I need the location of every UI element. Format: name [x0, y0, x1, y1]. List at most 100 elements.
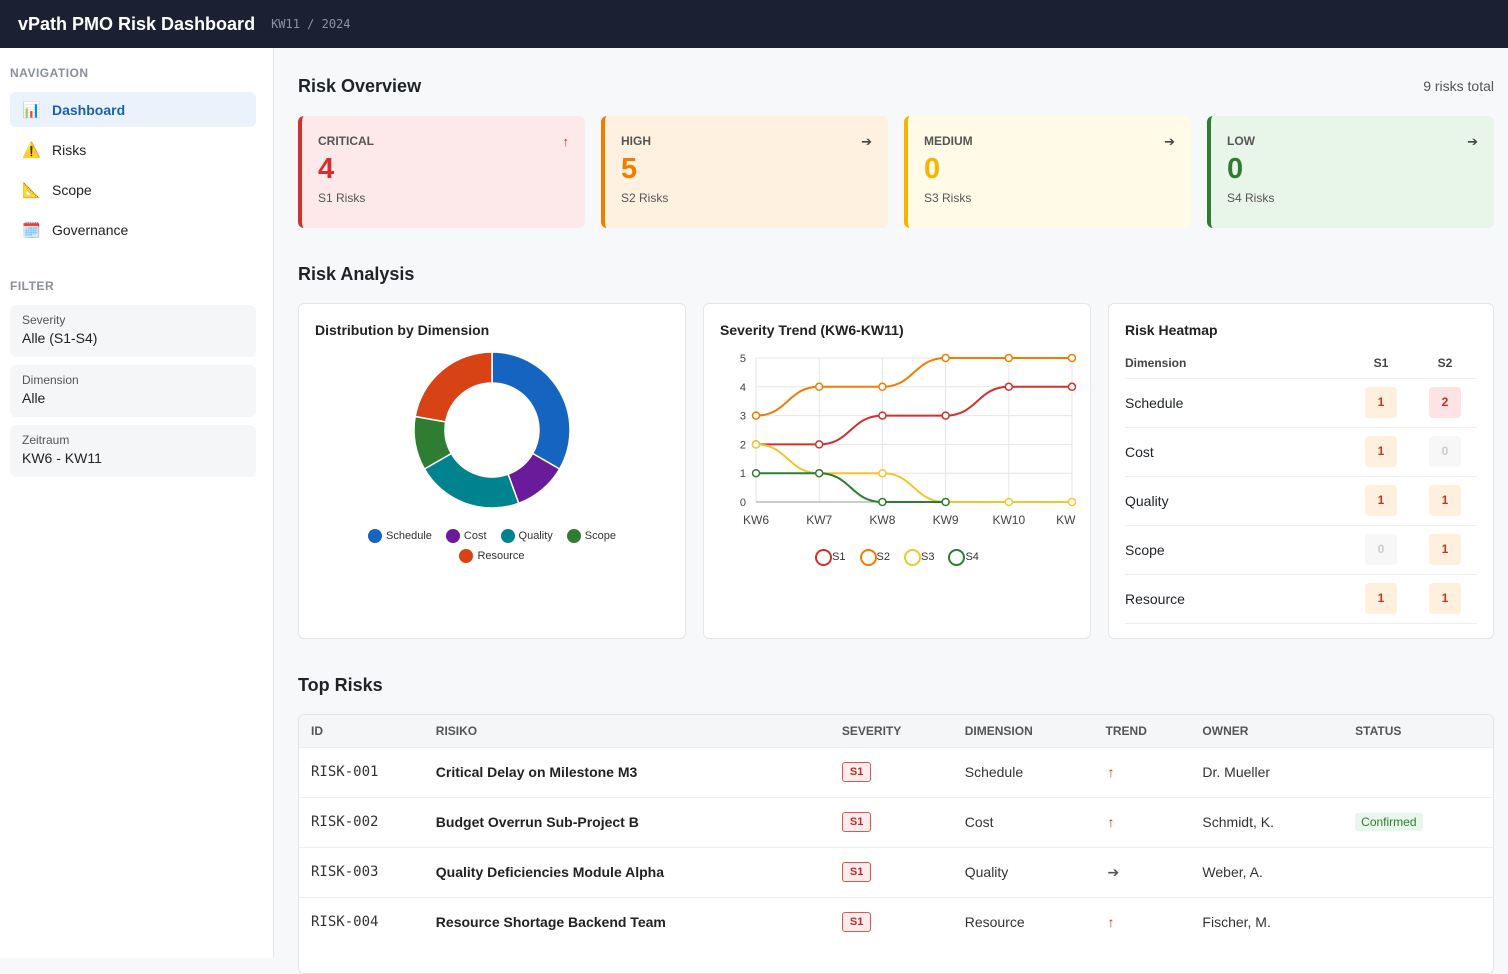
x-tick-label: KW9 [933, 513, 959, 527]
filter-severity[interactable]: Severity Alle (S1-S4) [10, 305, 256, 357]
legend-item-resource[interactable]: Resource [459, 549, 525, 563]
risk-name[interactable]: Critical Delay on Milestone M3 [423, 746, 830, 797]
x-tick-label: KW10 [992, 513, 1025, 527]
data-point-s4[interactable] [878, 497, 887, 507]
card-label: HIGH [621, 134, 651, 148]
column-header-id[interactable]: ID [299, 715, 424, 747]
filter-value: KW6 - KW11 [22, 450, 102, 466]
nav-item-label: Governance [52, 221, 129, 238]
heatmap-cell-s1[interactable]: 0 [1365, 534, 1397, 565]
data-point-s2[interactable] [1067, 353, 1077, 363]
severity-card-low[interactable]: LOW 0 S4 Risks ➔ [1207, 116, 1494, 228]
data-point-s2[interactable] [941, 353, 950, 363]
heatmap-cell-s1[interactable]: 1 [1365, 387, 1397, 418]
severity-card-critical[interactable]: CRITICAL 4 S1 Risks ↑ [298, 116, 585, 228]
filter-zeitraum[interactable]: Zeitraum KW6 - KW11 [10, 425, 256, 477]
data-point-s2[interactable] [878, 382, 887, 392]
status-badge: Confirmed [1355, 813, 1423, 831]
table-row[interactable]: RISK-002 Budget Overrun Sub-Project B S1 Co… [299, 796, 1493, 847]
nav-item-label: Scope [52, 181, 92, 198]
heatmap-cell-s2[interactable]: 0 [1429, 436, 1461, 467]
data-point-s3[interactable] [1004, 497, 1014, 507]
legend-item-cost[interactable]: Cost [445, 529, 487, 543]
heatmap-cell-s2[interactable]: 1 [1429, 534, 1461, 565]
risk-name[interactable]: Resource Shortage Backend Team [423, 896, 830, 947]
legend-item-scope[interactable]: Scope [566, 529, 616, 543]
trend-legend: S1 S2 S3 S4 [720, 549, 1074, 566]
heatmap-cell-s1[interactable]: 1 [1365, 485, 1397, 516]
severity-cards: CRITICAL 4 S1 Risks ↑ HIGH 5 S2 Risks ➔ MEDIUM 0 S… [298, 116, 1494, 228]
nav-item-dashboard[interactable]: 📊 Dashboard [10, 92, 256, 127]
data-point-s4[interactable] [941, 497, 950, 507]
donut-slice-resource[interactable] [414, 351, 493, 423]
data-point-s3[interactable] [878, 468, 887, 478]
data-point-s1[interactable] [1067, 382, 1077, 392]
status-cell [1343, 896, 1493, 947]
status-cell [1343, 746, 1493, 797]
risk-name[interactable]: Quality Deficiencies Module Alpha [423, 846, 830, 897]
column-header-dimension[interactable]: DIMENSION [952, 715, 1094, 747]
heatmap-row: Quality 1 1 [1125, 476, 1477, 526]
heatmap-cell-s2[interactable]: 1 [1429, 485, 1461, 516]
table-row[interactable]: RISK-004 Resource Shortage Backend Team S1… [299, 896, 1493, 947]
risk-id: RISK-001 [299, 746, 424, 797]
heatmap-header-s1: S1 [1349, 348, 1413, 379]
top-risks-table-wrapper: ID RISIKO SEVERITY DIMENSION TREND OWNER STATU… [298, 714, 1494, 974]
column-header-risiko[interactable]: RISIKO [423, 715, 830, 747]
data-point-s4[interactable] [751, 468, 761, 478]
trend-chart-title: Severity Trend (KW6-KW11) [720, 322, 904, 338]
sidebar: NAVIGATION 📊 Dashboard ⚠️ Risks 📐 Scope 🗓️ Gove… [0, 48, 274, 958]
filter-label: Severity [22, 313, 66, 327]
column-header-severity[interactable]: SEVERITY [829, 715, 953, 747]
heatmap-row: Scope 0 1 [1125, 525, 1477, 575]
nav-item-risks[interactable]: ⚠️ Risks [10, 132, 256, 167]
heatmap-cell-wrapper: 1 [1349, 574, 1413, 624]
y-tick-label: 5 [740, 353, 746, 365]
trend-arrow-icon: ➔ [1164, 134, 1175, 149]
heatmap-cell-s1[interactable]: 1 [1365, 436, 1397, 467]
donut-slice-schedule[interactable] [491, 351, 571, 471]
risk-id: RISK-003 [299, 846, 424, 897]
risk-owner: Fischer, M. [1190, 896, 1344, 947]
data-point-s1[interactable] [941, 411, 950, 420]
legend-circle-icon [815, 549, 833, 566]
donut-chart [413, 351, 571, 509]
heatmap-cell-s2[interactable]: 2 [1429, 387, 1461, 418]
nav-item-governance[interactable]: 🗓️ Governance [10, 212, 256, 247]
data-point-s1[interactable] [878, 411, 887, 420]
filter-list: Severity Alle (S1-S4) Dimension Alle Zeitrau… [10, 305, 256, 477]
x-tick-label: KW11 [1056, 513, 1076, 527]
data-point-s2[interactable] [814, 382, 824, 392]
column-header-status[interactable]: STATUS [1343, 715, 1493, 747]
table-row[interactable]: RISK-001 Critical Delay on Milestone M3 S1… [299, 746, 1493, 797]
column-header-owner[interactable]: OWNER [1190, 715, 1344, 747]
legend-item-s1[interactable]: S1 [815, 549, 846, 566]
heatmap-cell-wrapper: 1 [1349, 378, 1413, 428]
legend-item-quality[interactable]: Quality [500, 529, 553, 543]
filter-dimension[interactable]: Dimension Alle [10, 365, 256, 417]
severity-card-high[interactable]: HIGH 5 S2 Risks ➔ [601, 116, 888, 228]
severity-badge: S1 [841, 912, 872, 933]
data-point-s1[interactable] [814, 440, 824, 449]
data-point-s2[interactable] [1004, 353, 1014, 363]
heatmap-cell-s1[interactable]: 1 [1365, 583, 1397, 614]
legend-item-schedule[interactable]: Schedule [368, 529, 432, 543]
donut-legend: Schedule Cost Quality Scope Resource [347, 529, 637, 563]
heatmap-cell-wrapper: 0 [1413, 427, 1477, 477]
filter-value: Alle (S1-S4) [22, 330, 98, 346]
heatmap-cell-s2[interactable]: 1 [1429, 583, 1461, 614]
table-row[interactable]: RISK-003 Quality Deficiencies Module Alph… [299, 846, 1493, 897]
nav-item-label: Dashboard [52, 101, 126, 118]
risk-name[interactable]: Budget Overrun Sub-Project B [423, 796, 830, 847]
data-point-s3[interactable] [1067, 497, 1077, 507]
legend-item-s2[interactable]: S2 [859, 549, 890, 566]
legend-item-s4[interactable]: S4 [948, 549, 979, 566]
data-point-s2[interactable] [751, 411, 761, 420]
data-point-s4[interactable] [814, 468, 824, 478]
data-point-s1[interactable] [1004, 382, 1014, 392]
nav-item-scope[interactable]: 📐 Scope [10, 172, 256, 207]
data-point-s3[interactable] [751, 440, 761, 449]
severity-card-medium[interactable]: MEDIUM 0 S3 Risks ➔ [904, 116, 1191, 228]
legend-item-s3[interactable]: S3 [904, 549, 934, 566]
column-header-trend[interactable]: TREND [1093, 715, 1191, 747]
